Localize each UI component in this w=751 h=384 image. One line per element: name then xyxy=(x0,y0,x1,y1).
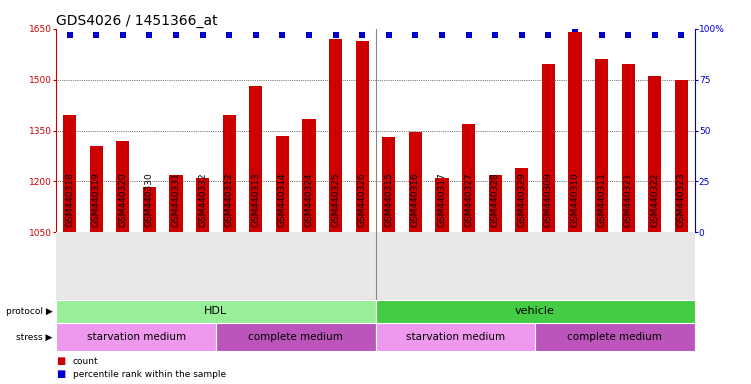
Bar xyxy=(648,76,662,232)
Point xyxy=(569,26,581,32)
Point xyxy=(675,32,687,38)
Bar xyxy=(355,41,369,232)
Text: GDS4026 / 1451366_at: GDS4026 / 1451366_at xyxy=(56,14,218,28)
Point xyxy=(117,32,129,38)
Text: percentile rank within the sample: percentile rank within the sample xyxy=(73,370,226,379)
Bar xyxy=(196,178,210,232)
Bar xyxy=(276,136,289,232)
Point xyxy=(383,32,395,38)
Bar xyxy=(409,132,422,232)
Bar xyxy=(595,59,608,232)
Point xyxy=(409,32,421,38)
Text: count: count xyxy=(73,357,98,366)
Bar xyxy=(569,32,581,232)
Bar xyxy=(674,79,688,232)
Bar xyxy=(515,168,529,232)
Bar xyxy=(56,300,376,323)
Bar xyxy=(216,323,376,351)
Bar xyxy=(222,115,236,232)
Bar xyxy=(170,175,182,232)
Point xyxy=(356,32,368,38)
Point xyxy=(436,32,448,38)
Bar xyxy=(376,323,535,351)
Point xyxy=(516,32,528,38)
Bar xyxy=(89,146,103,232)
Text: ■: ■ xyxy=(56,356,65,366)
Point xyxy=(622,32,634,38)
Text: complete medium: complete medium xyxy=(568,332,662,342)
Text: stress ▶: stress ▶ xyxy=(17,333,53,341)
Bar xyxy=(436,178,448,232)
Text: vehicle: vehicle xyxy=(515,306,555,316)
Bar xyxy=(249,86,262,232)
Bar xyxy=(63,115,77,232)
Bar xyxy=(329,39,342,232)
Text: starvation medium: starvation medium xyxy=(86,332,185,342)
Point xyxy=(143,32,155,38)
Point xyxy=(489,32,501,38)
Point xyxy=(170,32,182,38)
Text: HDL: HDL xyxy=(204,306,228,316)
Point xyxy=(223,32,235,38)
Point xyxy=(250,32,262,38)
Bar xyxy=(116,141,129,232)
Point xyxy=(197,32,209,38)
Point xyxy=(64,32,76,38)
Point xyxy=(463,32,475,38)
Bar xyxy=(382,137,396,232)
Text: complete medium: complete medium xyxy=(249,332,343,342)
Bar xyxy=(462,124,475,232)
Point xyxy=(542,32,554,38)
Bar xyxy=(489,175,502,232)
Bar xyxy=(143,187,156,232)
Text: ■: ■ xyxy=(56,369,65,379)
Bar xyxy=(541,65,555,232)
Bar xyxy=(376,300,695,323)
Bar xyxy=(622,65,635,232)
Point xyxy=(649,32,661,38)
Bar xyxy=(56,323,216,351)
Point xyxy=(303,32,315,38)
Bar xyxy=(303,119,315,232)
Point xyxy=(90,32,102,38)
Text: protocol ▶: protocol ▶ xyxy=(6,306,53,316)
Point xyxy=(276,32,288,38)
Point xyxy=(596,32,608,38)
Text: starvation medium: starvation medium xyxy=(406,332,505,342)
Bar xyxy=(535,323,695,351)
Point xyxy=(330,32,342,38)
